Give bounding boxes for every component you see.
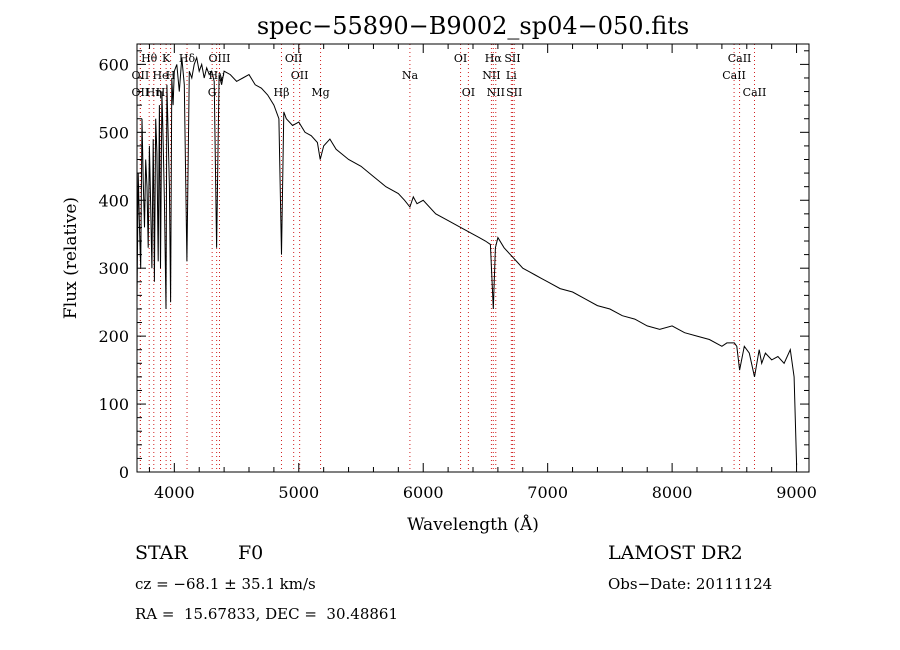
line-label: OII bbox=[132, 86, 150, 99]
coordinates-text: RA = 15.67833, DEC = 30.48861 bbox=[135, 605, 399, 623]
line-label: Hγ bbox=[209, 69, 226, 82]
line-label: CaII bbox=[722, 69, 746, 82]
line-label: Na bbox=[402, 69, 419, 82]
y-tick-label: 500 bbox=[98, 123, 129, 142]
redshift-text: cz = −68.1 ± 35.1 km/s bbox=[135, 575, 316, 593]
x-axis-label: Wavelength (Å) bbox=[407, 514, 539, 535]
line-label: OI bbox=[462, 86, 475, 99]
line-label: H bbox=[166, 69, 176, 82]
line-label: Hβ bbox=[274, 86, 290, 99]
x-tick-label: 6000 bbox=[403, 483, 444, 502]
y-tick-label: 300 bbox=[98, 259, 129, 278]
line-label: Hδ bbox=[179, 52, 196, 65]
obs-date-text: Obs−Date: 20111124 bbox=[608, 575, 773, 593]
chart-title: spec−55890−B9002_sp04−050.fits bbox=[257, 12, 689, 40]
object-class: STAR bbox=[135, 542, 188, 564]
line-label: NII bbox=[487, 86, 505, 99]
line-label: OI bbox=[454, 52, 467, 65]
line-label: Hθ bbox=[141, 52, 158, 65]
line-label: He bbox=[152, 69, 168, 82]
y-tick-label: 200 bbox=[98, 327, 129, 346]
line-label: H bbox=[156, 86, 166, 99]
line-label: CaII bbox=[728, 52, 752, 65]
line-label: OIII bbox=[208, 52, 230, 65]
x-tick-label: 9000 bbox=[776, 483, 817, 502]
line-label: NII bbox=[482, 69, 500, 82]
x-tick-label: 5000 bbox=[278, 483, 319, 502]
y-tick-label: 0 bbox=[119, 463, 129, 482]
survey-label: LAMOST DR2 bbox=[608, 542, 743, 564]
line-label: Hη bbox=[146, 86, 162, 99]
spectrum-line bbox=[136, 55, 798, 466]
line-label: Hα bbox=[485, 52, 503, 65]
line-label: Li bbox=[506, 69, 517, 82]
x-tick-label: 4000 bbox=[154, 483, 195, 502]
line-label: Mg bbox=[311, 86, 329, 99]
line-label: OII bbox=[132, 69, 150, 82]
line-label: CaII bbox=[743, 86, 767, 99]
line-label: OII bbox=[285, 52, 303, 65]
x-tick-label: 7000 bbox=[527, 483, 568, 502]
object-subclass: F0 bbox=[238, 542, 264, 564]
plot-frame bbox=[136, 43, 810, 473]
line-label: SII bbox=[506, 86, 522, 99]
line-label: G bbox=[208, 86, 217, 99]
line-label: K bbox=[162, 52, 171, 65]
x-tick-label: 8000 bbox=[652, 483, 693, 502]
line-label: OII bbox=[291, 69, 309, 82]
line-label: SII bbox=[504, 52, 520, 65]
y-tick-label: 400 bbox=[98, 191, 129, 210]
y-axis-label: Flux (relative) bbox=[61, 197, 81, 319]
y-tick-label: 100 bbox=[98, 395, 129, 414]
y-tick-label: 600 bbox=[98, 55, 129, 74]
